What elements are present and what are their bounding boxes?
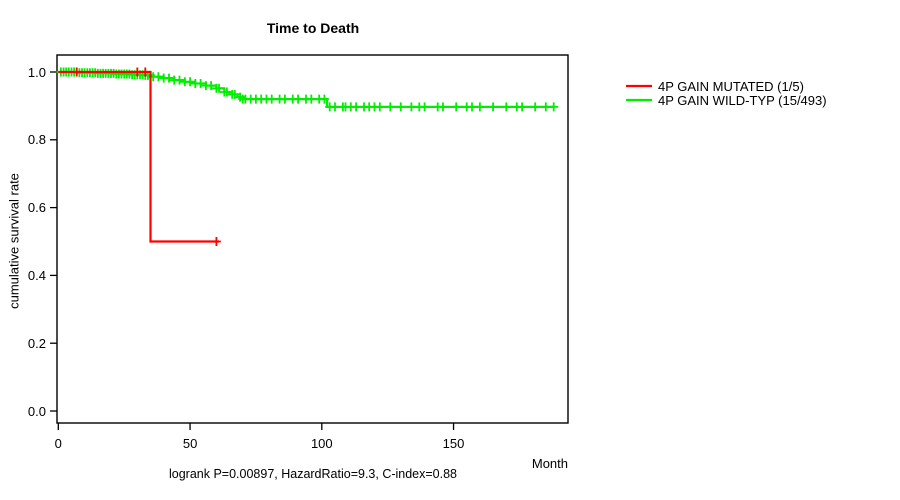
x-tick-label: 0: [54, 436, 62, 451]
y-tick-label: 1.0: [27, 64, 46, 80]
statistics-footnote: logrank P=0.00897, HazardRatio=9.3, C-in…: [168, 467, 458, 481]
x-axis-ticks: [57, 423, 455, 430]
x-tick-label: 50: [182, 436, 198, 451]
y-tick-label: 0.0: [27, 403, 46, 419]
legend-label-wildtype: 4P GAIN WILD-TYP (15/493): [658, 93, 827, 108]
y-tick-label: 0.8: [27, 132, 46, 148]
censor-marks-4p-gain-wild-typ-15-493: [56, 67, 559, 112]
legend-swatches: [626, 84, 652, 102]
y-axis-title: cumulative survival rate: [6, 173, 22, 309]
chart-title: Time to Death: [266, 20, 360, 36]
censor-marks-4p-gain-mutated-1-5: [72, 67, 221, 246]
y-axis-ticks: [50, 71, 57, 412]
legend-label-mutated: 4P GAIN MUTATED (1/5): [658, 79, 804, 94]
x-tick-label: 100: [310, 436, 333, 451]
plot-box: [56, 54, 569, 424]
survival-curves: [56, 67, 559, 246]
y-tick-label: 0.4: [27, 267, 46, 283]
y-tick-label: 0.2: [27, 335, 46, 351]
x-axis-title: Month: [531, 456, 568, 471]
x-tick-label: 150: [442, 436, 465, 451]
y-tick-label: 0.6: [27, 200, 46, 216]
survival-curve-4p-gain-mutated-1-5: [58, 70, 219, 243]
